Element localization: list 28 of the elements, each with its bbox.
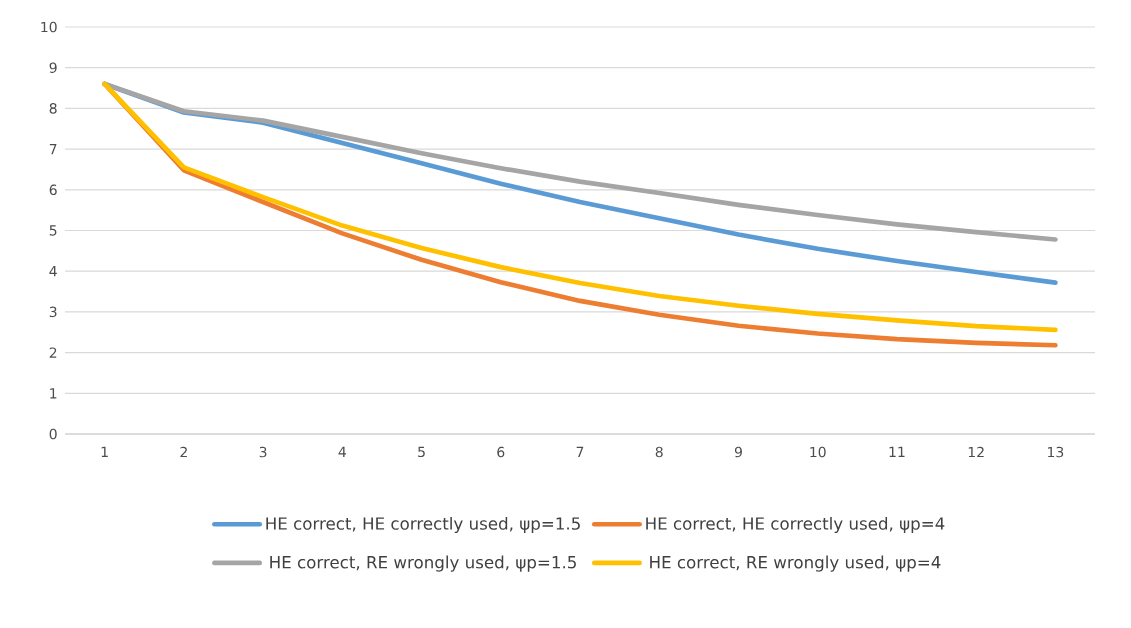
x-tick-label: 4 [338, 446, 346, 457]
y-tick-label: 0 [49, 428, 57, 440]
y-tick-label: 2 [49, 347, 57, 358]
y-tick-label: 8 [49, 103, 57, 114]
x-tick-label: 9 [734, 446, 742, 458]
legend-label: HE correct, RE wrongly used, ψp=1.5 [270, 555, 576, 572]
legend-label: HE correct, RE wrongly used, ψp=4 [650, 555, 941, 572]
y-tick-label: 3 [49, 306, 57, 318]
x-tick-label: 11 [889, 446, 905, 457]
y-tick-label: 7 [49, 143, 57, 155]
x-tick-label: 1 [101, 446, 108, 457]
y-tick-label: 9 [49, 62, 57, 73]
x-tick-label: 7 [576, 446, 584, 457]
y-tick-label: 4 [49, 266, 57, 277]
y-tick-label: 1 [50, 388, 57, 399]
x-tick-label: 2 [180, 446, 187, 458]
x-tick-label: 10 [810, 446, 826, 458]
x-tick-label: 8 [655, 446, 663, 458]
x-tick-label: 3 [259, 446, 267, 458]
y-tick-label: 10 [41, 21, 57, 33]
x-tick-label: 13 [1048, 446, 1064, 458]
x-tick-label: 5 [418, 446, 425, 458]
legend-label: HE correct, HE correctly used, ψp=1.5 [266, 516, 580, 534]
y-tick-label: 5 [49, 225, 57, 236]
legend-label: HE correct, HE correctly used, ψp=4 [646, 516, 945, 534]
y-tick-label: 6 [49, 184, 57, 196]
x-tick-label: 12 [968, 446, 984, 458]
x-tick-label: 6 [497, 446, 505, 458]
